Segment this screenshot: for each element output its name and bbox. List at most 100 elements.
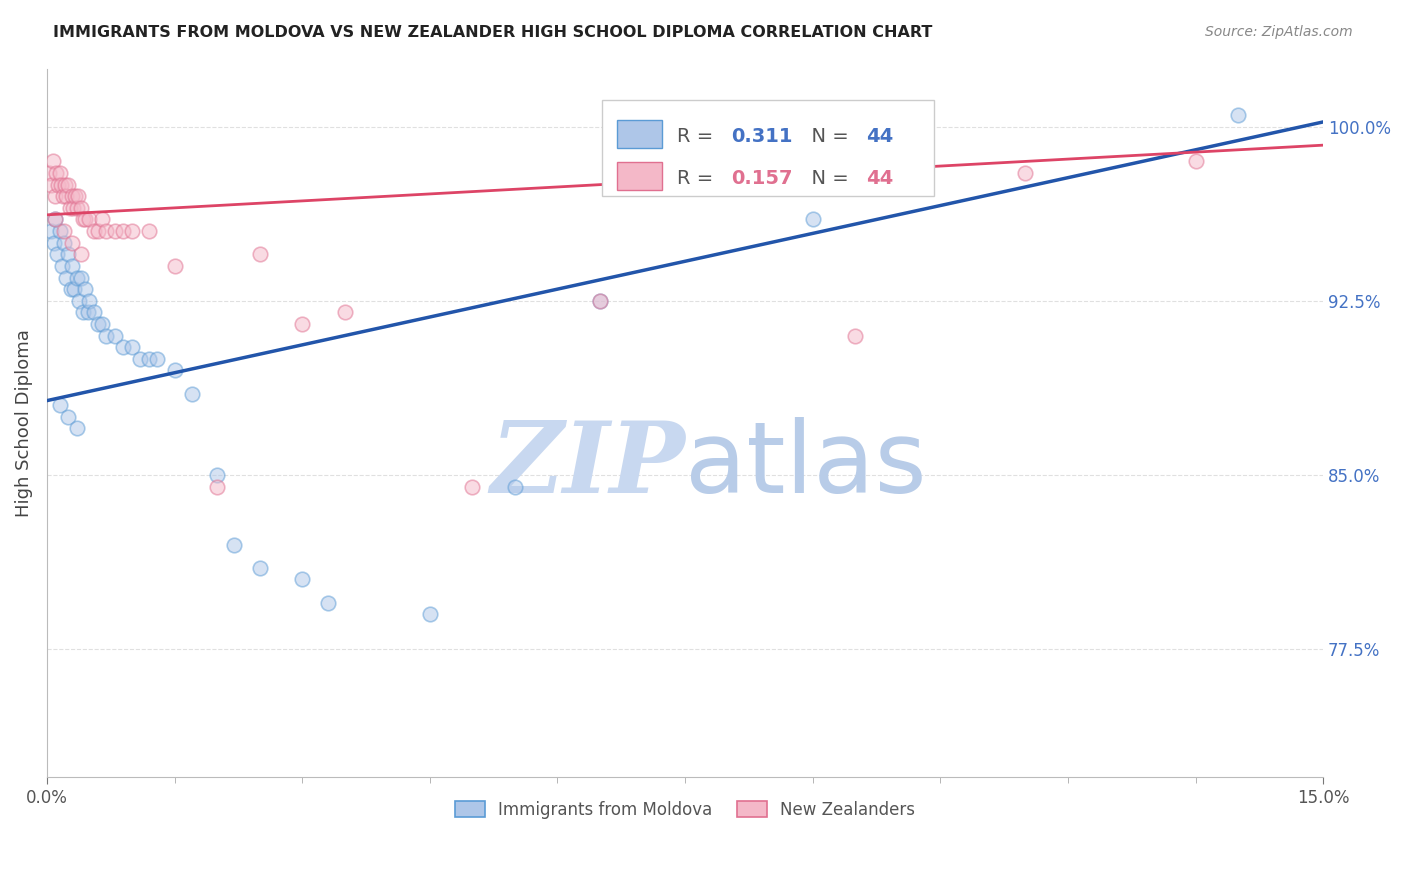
Point: [844, 328, 866, 343]
Point: [56, 178, 79, 192]
Point: [104, 224, 127, 238]
Point: [112, 224, 135, 238]
Point: [52, 235, 75, 250]
Point: [138, 224, 160, 238]
Point: [138, 351, 160, 366]
Text: R =: R =: [678, 169, 720, 188]
Point: [42, 154, 65, 169]
Point: [59, 201, 82, 215]
Point: [63, 189, 86, 203]
Point: [163, 363, 186, 377]
Point: [801, 212, 824, 227]
Text: ZIP: ZIP: [491, 417, 685, 514]
Point: [67, 189, 90, 203]
FancyBboxPatch shape: [617, 161, 662, 190]
Point: [205, 479, 228, 493]
Point: [38, 166, 60, 180]
Text: 44: 44: [866, 169, 893, 188]
Point: [66, 270, 89, 285]
Point: [51, 178, 73, 192]
Point: [42, 235, 65, 250]
Point: [503, 479, 526, 493]
Point: [70, 247, 93, 261]
Text: atlas: atlas: [685, 417, 927, 514]
Point: [53, 178, 76, 192]
Point: [333, 305, 356, 319]
Point: [44, 212, 66, 227]
Point: [419, 607, 441, 622]
Point: [70, 201, 93, 215]
Text: Source: ZipAtlas.com: Source: ZipAtlas.com: [1205, 25, 1353, 39]
Y-axis label: High School Diploma: High School Diploma: [15, 329, 32, 516]
Point: [56, 247, 79, 261]
Point: [72, 212, 94, 227]
Point: [56, 409, 79, 424]
Point: [52, 224, 75, 238]
Point: [48, 166, 70, 180]
Point: [180, 386, 202, 401]
Point: [48, 224, 70, 238]
Legend: Immigrants from Moldova, New Zealanders: Immigrants from Moldova, New Zealanders: [449, 794, 922, 825]
Point: [52, 189, 75, 203]
Point: [72, 305, 94, 319]
Point: [44, 212, 66, 227]
Point: [62, 235, 84, 250]
Text: N =: N =: [799, 128, 855, 146]
Point: [60, 189, 83, 203]
Point: [146, 351, 169, 366]
Text: 0.311: 0.311: [731, 128, 793, 146]
Point: [291, 573, 314, 587]
Point: [46, 247, 69, 261]
Point: [79, 212, 101, 227]
Point: [39, 224, 62, 238]
Point: [222, 538, 245, 552]
Point: [79, 293, 101, 308]
Text: 0.157: 0.157: [731, 169, 793, 188]
Text: IMMIGRANTS FROM MOLDOVA VS NEW ZEALANDER HIGH SCHOOL DIPLOMA CORRELATION CHART: IMMIGRANTS FROM MOLDOVA VS NEW ZEALANDER…: [53, 25, 932, 40]
Point: [75, 282, 97, 296]
Point: [83, 305, 105, 319]
Point: [70, 270, 93, 285]
Point: [589, 293, 612, 308]
Point: [112, 340, 135, 354]
Point: [291, 317, 314, 331]
Point: [205, 467, 228, 482]
Point: [121, 224, 143, 238]
Point: [121, 340, 143, 354]
Point: [83, 224, 105, 238]
Point: [66, 421, 89, 435]
Point: [129, 351, 152, 366]
Text: R =: R =: [678, 128, 720, 146]
Point: [55, 270, 77, 285]
Point: [75, 212, 97, 227]
FancyBboxPatch shape: [602, 101, 934, 196]
Point: [589, 293, 612, 308]
Point: [249, 247, 271, 261]
Text: 44: 44: [866, 128, 893, 146]
Point: [96, 224, 118, 238]
Point: [46, 178, 69, 192]
Point: [48, 398, 70, 412]
Point: [63, 282, 86, 296]
Point: [249, 561, 271, 575]
Point: [55, 189, 77, 203]
Point: [96, 328, 118, 343]
Point: [87, 317, 110, 331]
Point: [1014, 166, 1036, 180]
Point: [461, 479, 484, 493]
Point: [76, 305, 98, 319]
Point: [39, 178, 62, 192]
Point: [104, 328, 127, 343]
Point: [59, 282, 82, 296]
Point: [87, 224, 110, 238]
Point: [67, 293, 90, 308]
Point: [62, 259, 84, 273]
Point: [1184, 154, 1206, 169]
Text: N =: N =: [799, 169, 855, 188]
FancyBboxPatch shape: [617, 120, 662, 148]
Point: [45, 166, 67, 180]
Point: [316, 596, 339, 610]
Point: [91, 212, 114, 227]
Point: [163, 259, 186, 273]
Point: [91, 317, 114, 331]
